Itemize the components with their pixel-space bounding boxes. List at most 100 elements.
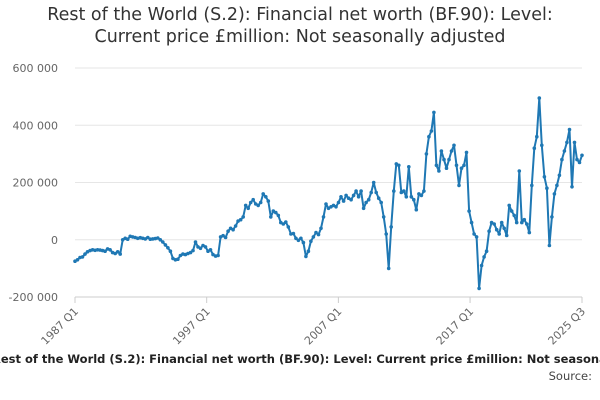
data-point [492, 222, 497, 226]
data-point [168, 249, 173, 253]
data-point [339, 195, 343, 199]
data-point [562, 149, 567, 153]
data-point [284, 220, 288, 224]
data-point [530, 183, 534, 188]
data-point [188, 250, 193, 255]
data-point [258, 200, 263, 205]
data-point [464, 150, 469, 155]
data-point [251, 197, 255, 202]
y-axis: -200 000 0 200 000 400 000 600 000 [9, 62, 58, 304]
data-point [231, 227, 235, 232]
data-point [286, 225, 291, 229]
footer-source: Source: [548, 369, 592, 383]
data-point [176, 257, 180, 262]
data-point [223, 235, 228, 240]
data-point [409, 195, 414, 199]
data-point [555, 183, 559, 188]
y-tick-label: 400 000 [13, 119, 59, 132]
data-point [301, 240, 306, 245]
data-point [211, 252, 215, 257]
data-point [514, 220, 519, 225]
data-point [269, 215, 273, 219]
data-point [83, 252, 87, 256]
data-point [158, 238, 163, 242]
data-point [527, 230, 532, 235]
data-point [103, 249, 107, 253]
data-point [161, 240, 165, 244]
chart-title: Rest of the World (S.2): Financial net w… [0, 4, 600, 48]
data-point [256, 203, 261, 208]
series [73, 96, 584, 291]
data-point [452, 143, 456, 148]
data-point [517, 169, 522, 173]
footer-title: Rest of the World (S.2): Financial net w… [0, 352, 600, 366]
data-point [487, 229, 491, 233]
data-point [351, 193, 356, 198]
data-point [369, 190, 374, 195]
data-point [193, 240, 198, 244]
data-point [291, 231, 296, 236]
data-point [459, 166, 464, 170]
data-point [243, 203, 248, 208]
data-point [412, 197, 416, 202]
data-point [535, 134, 539, 139]
data-point [321, 215, 326, 219]
data-point [424, 152, 429, 156]
data-point [432, 110, 436, 115]
data-point [208, 248, 213, 252]
y-tick-label: 600 000 [13, 62, 59, 75]
data-point [163, 243, 168, 247]
data-point [115, 250, 120, 254]
data-point [261, 192, 266, 196]
data-point [419, 193, 424, 198]
data-point [274, 210, 278, 215]
data-point [429, 129, 434, 133]
data-point [560, 157, 564, 162]
data-point [238, 217, 243, 222]
data-point [366, 197, 371, 202]
data-point [80, 255, 85, 259]
data-point [306, 249, 311, 253]
data-point [309, 239, 313, 243]
data-point [580, 153, 584, 158]
data-point [444, 166, 449, 170]
chart-title-line-2: Current price £million: Not seasonally a… [94, 27, 506, 47]
data-point [191, 248, 195, 253]
y-tick-label: 200 000 [13, 177, 59, 190]
data-point [341, 199, 346, 203]
data-point [296, 238, 301, 243]
data-point [203, 245, 208, 249]
data-point [522, 217, 527, 222]
data-point [354, 189, 358, 193]
y-tick-label: 0 [51, 234, 58, 247]
data-point [552, 192, 557, 196]
data-point [497, 232, 502, 236]
data-point [532, 146, 537, 150]
data-point [359, 189, 363, 193]
data-point [447, 157, 451, 162]
data-point [577, 160, 582, 165]
data-point [75, 258, 80, 262]
data-point [281, 222, 286, 226]
data-point [449, 149, 454, 153]
data-point [565, 140, 569, 145]
data-point [381, 215, 386, 219]
x-tick-label: 1987 Q1 [39, 305, 82, 348]
data-point [241, 215, 245, 219]
data-point [494, 227, 499, 232]
data-point [316, 232, 321, 237]
data-point [319, 226, 323, 231]
data-point [477, 286, 481, 291]
x-tick-label: 2025 Q3 [546, 305, 589, 348]
data-point [226, 229, 230, 233]
data-point [462, 163, 466, 168]
data-point [374, 190, 379, 195]
data-point [537, 96, 542, 100]
data-point [364, 200, 368, 205]
data-point [512, 213, 516, 218]
data-point [457, 183, 461, 188]
data-point [502, 226, 507, 231]
data-point [397, 163, 401, 168]
data-point [386, 266, 391, 271]
